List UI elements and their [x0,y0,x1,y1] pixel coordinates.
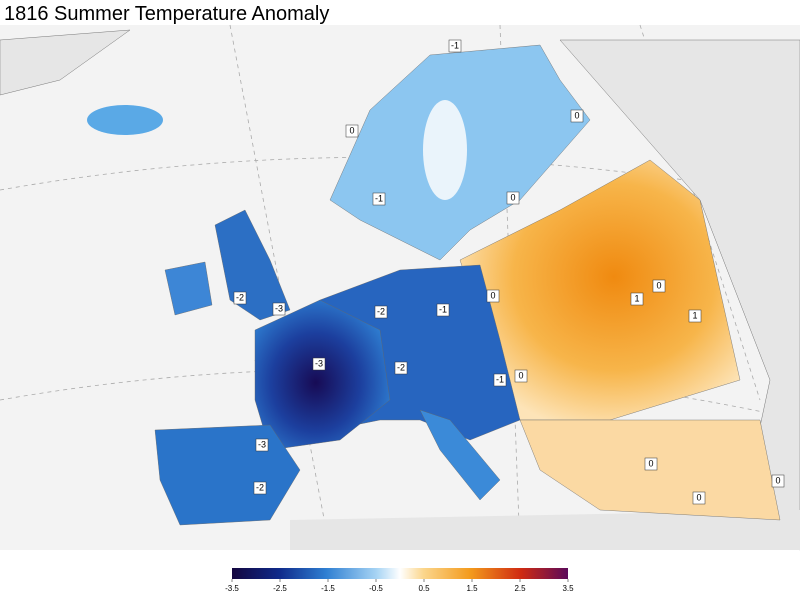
contour-label-box [345,124,359,138]
contour-label-box [771,474,785,488]
greenland [0,29,131,96]
contour-label-box [312,357,326,371]
colorbar-tick-label: 0.5 [418,584,430,593]
contour-label: -2 [377,306,385,316]
contour-label: -2 [256,482,264,492]
contour-label: 0 [648,458,653,468]
colorbar-tick-label: 1.5 [466,584,478,593]
contour-label-box [272,302,286,316]
colorbar-ticks: -3.5 -2.5 -1.5 -0.5 0.5 1.5 2.5 3.5 [225,579,574,593]
contour-label: -3 [258,439,266,449]
iceland [87,105,163,135]
contour-label: 0 [696,492,701,502]
contour-label: -1 [439,304,447,314]
contour-label: -1 [451,40,459,50]
map [0,24,800,551]
france [254,299,391,451]
contour-label-box [255,438,269,452]
contour-label-box [253,481,267,495]
contour-label-box [688,309,702,323]
contour-label: 0 [574,110,579,120]
italy [419,409,501,501]
contour-label: 0 [775,475,780,485]
contour-label: 1 [692,310,697,320]
contour-label-box [652,279,666,293]
contour-label-box [644,457,658,471]
contour-labels: -1 -1 -2 -1 0 0 1 1 -3 -2 -3 -2 -1 0 0 0 0 0 0 0 -2 -3 [233,39,785,505]
colorbar-tick-label: -1.5 [321,584,335,593]
title: 1816 Summer Temperature Anomaly [4,3,329,25]
contour-label: 0 [490,290,495,300]
contour-label-box [493,373,507,387]
africa [290,510,800,550]
baltic [423,100,467,200]
contour-label-box [374,305,388,319]
contour-label: -3 [315,358,323,368]
contour-label: -3 [275,303,283,313]
contour-label: -1 [375,193,383,203]
contour-label-box [514,369,528,383]
colorbar-tick-label: -0.5 [369,584,383,593]
contour-label: -1 [496,374,504,384]
colorbar-tick-label: 2.5 [514,584,526,593]
contour-label-box [372,192,386,206]
contour-label-box [436,303,450,317]
contour-label-box [506,191,520,205]
contour-label-box [394,361,408,375]
contour-label: 0 [349,125,354,135]
contour-label-box [486,289,500,303]
ireland [164,261,213,316]
contour-label: -2 [397,362,405,372]
colorbar-tick-label: -2.5 [273,584,287,593]
colorbar-tick-label: -3.5 [225,584,239,593]
contour-label-box [630,292,644,306]
colorbar [232,568,568,579]
contour-label: 1 [634,293,639,303]
contour-label-box [692,491,706,505]
colorbar-tick-label: 3.5 [562,584,574,593]
contour-label-box [233,291,247,305]
contour-label: -2 [236,292,244,302]
contour-label: 0 [518,370,523,380]
contour-label-box [448,39,462,53]
contour-label: 0 [656,280,661,290]
contour-label: 0 [510,192,515,202]
contour-label-box [570,109,584,123]
